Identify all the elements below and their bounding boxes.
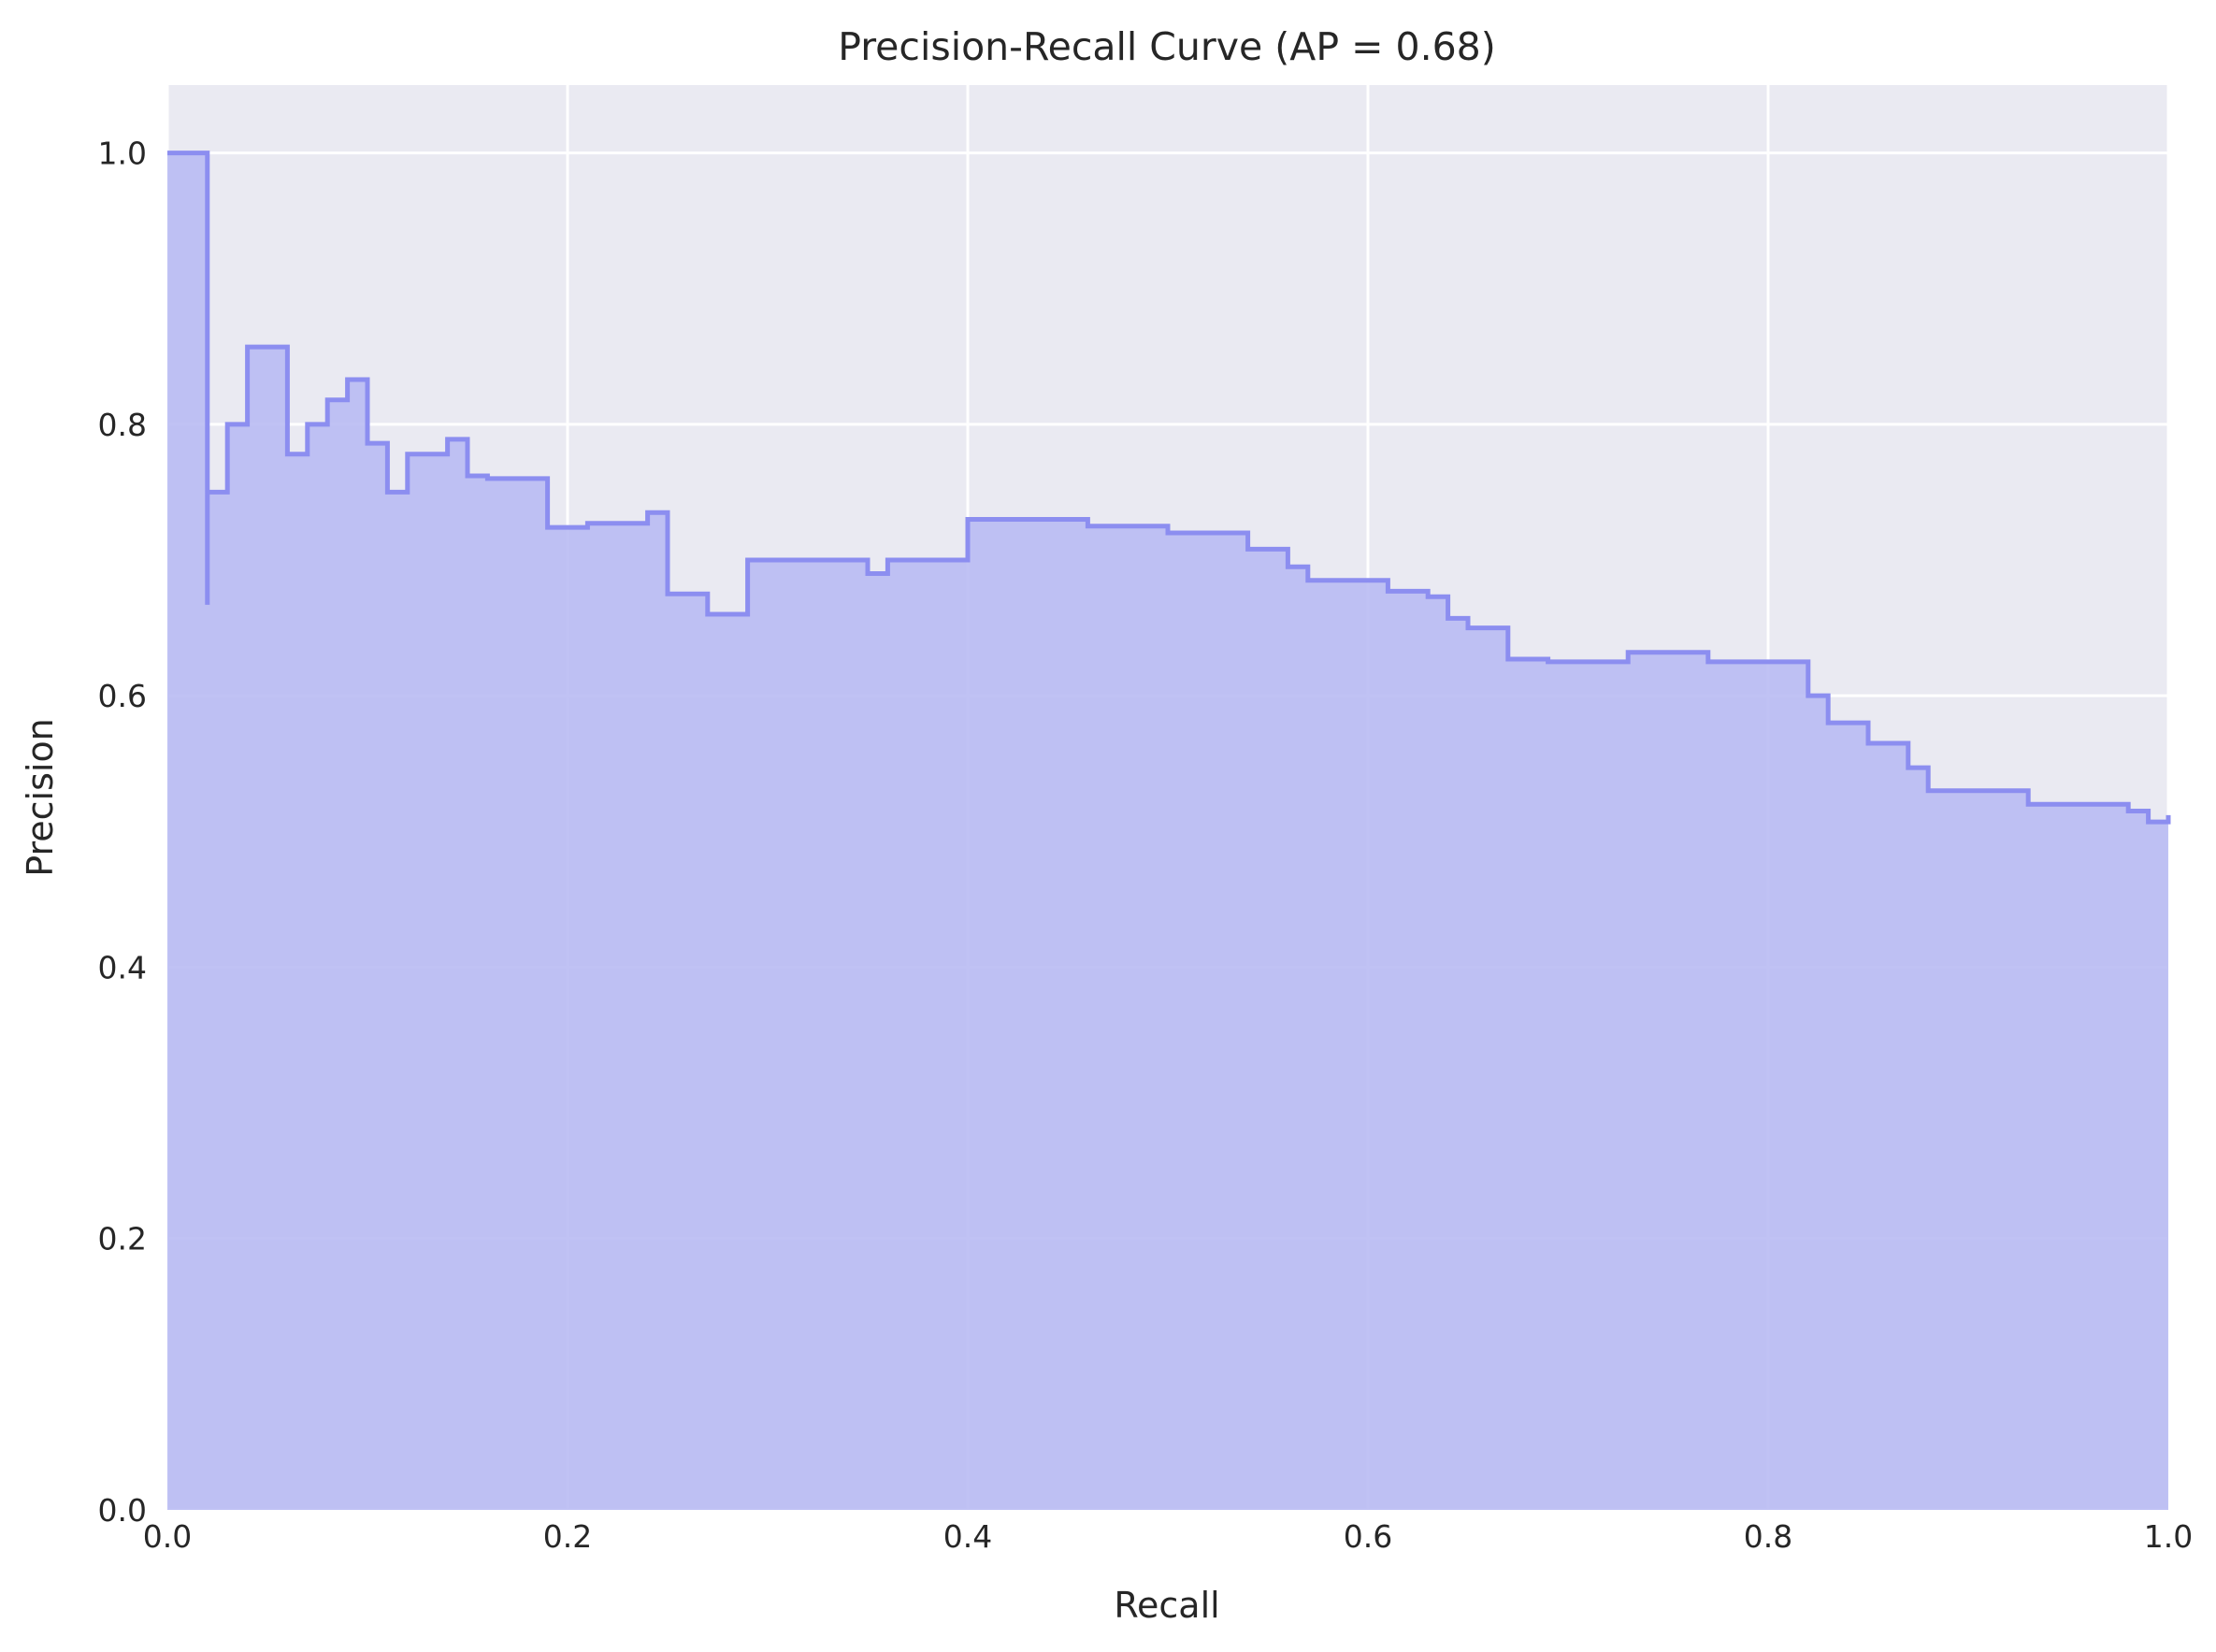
x-axis-label: Recall <box>1114 1585 1219 1626</box>
pr-curve-line <box>167 151 2171 825</box>
x-tick-label-1: 0.2 <box>543 1518 592 1555</box>
y-tick-label-5: 1.0 <box>98 136 147 172</box>
y-axis-label: Precision <box>20 718 61 877</box>
pr-curve-series <box>167 151 2171 1511</box>
x-tick-label-5: 1.0 <box>2144 1518 2193 1555</box>
x-tick-labels: 0.0 0.2 0.4 0.6 0.8 1.0 <box>143 1518 2193 1555</box>
x-tick-label-2: 0.4 <box>943 1518 992 1555</box>
y-tick-label-0: 0.0 <box>98 1492 147 1529</box>
y-tick-label-1: 0.2 <box>98 1221 147 1257</box>
pr-curve-area <box>167 152 2168 1511</box>
y-tick-label-4: 0.8 <box>98 407 147 443</box>
x-tick-label-0: 0.0 <box>143 1518 192 1555</box>
y-tick-label-3: 0.6 <box>98 678 147 714</box>
y-tick-labels: 0.0 0.2 0.4 0.6 0.8 1.0 <box>98 136 147 1529</box>
y-tick-label-2: 0.4 <box>98 949 147 985</box>
chart-title: Precision-Recall Curve (AP = 0.68) <box>838 24 1496 69</box>
x-tick-label-3: 0.6 <box>1344 1518 1392 1555</box>
x-tick-label-4: 0.8 <box>1744 1518 1792 1555</box>
